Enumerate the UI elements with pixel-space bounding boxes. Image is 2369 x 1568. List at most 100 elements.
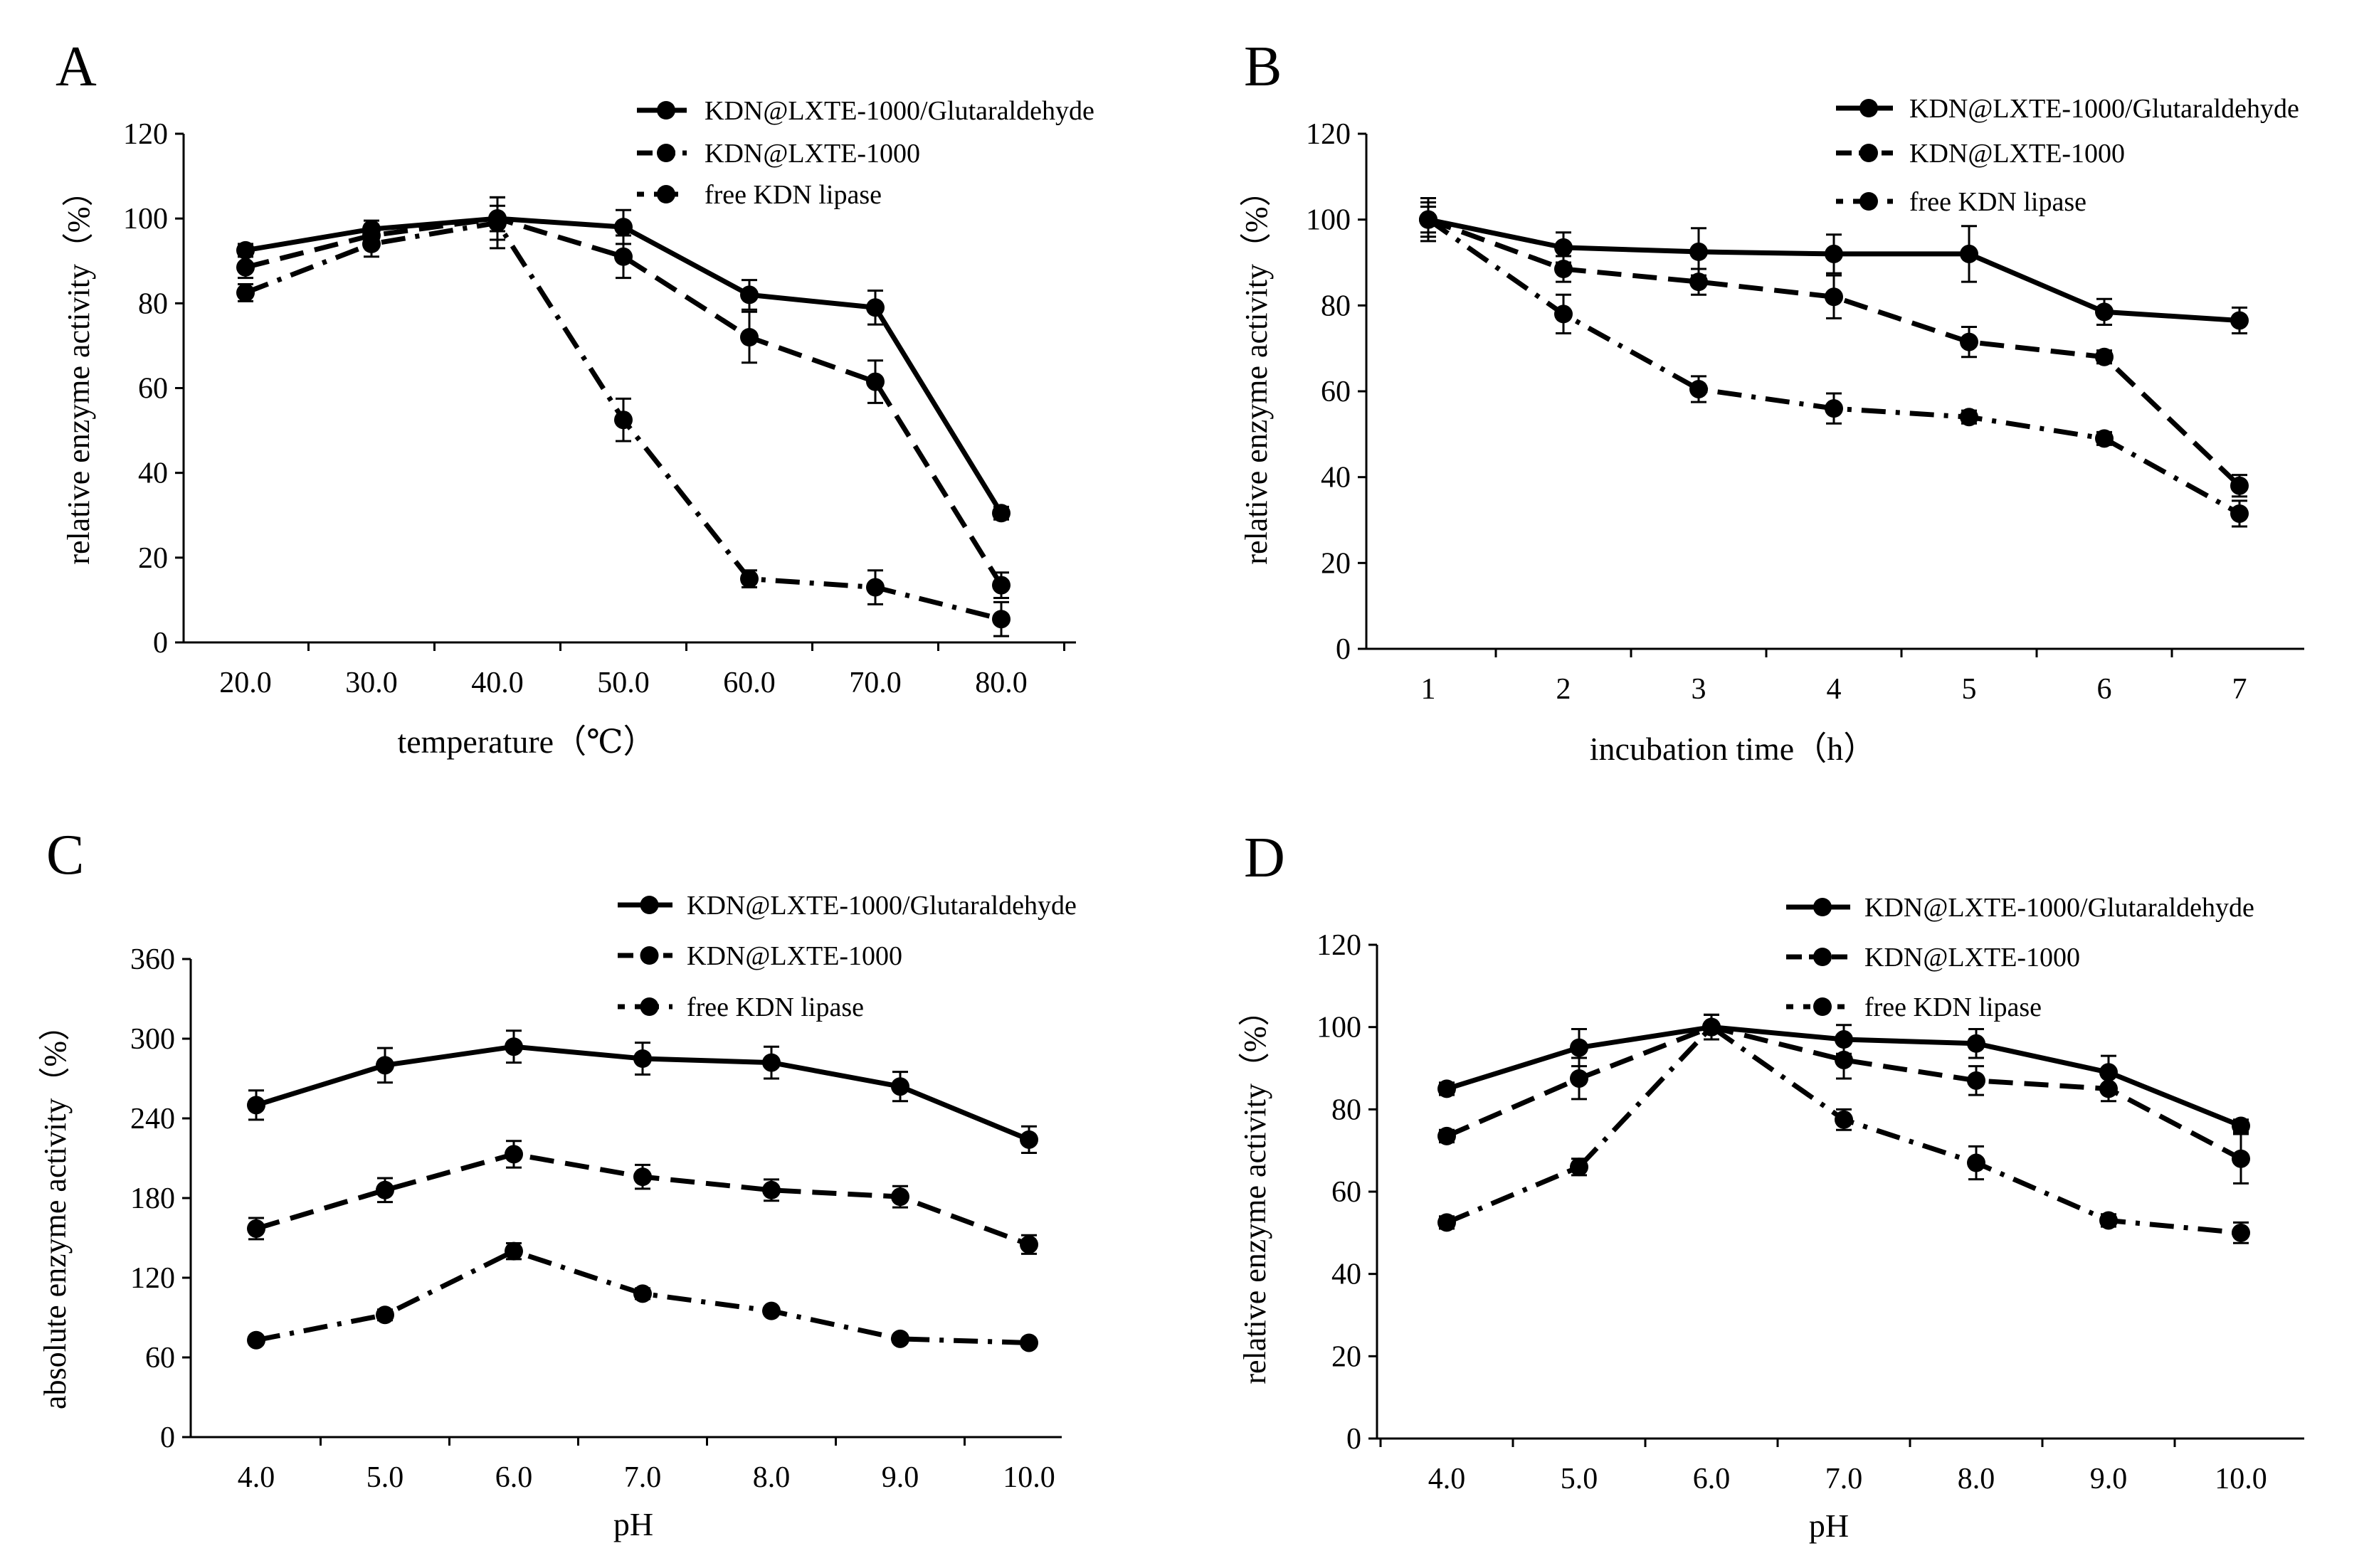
legend-marker-3	[640, 997, 659, 1016]
data-point	[1020, 1235, 1038, 1254]
panel-d-plot: 0 20 40 60 80 100 120 4.0 5.0 6.0 7.0 8.0 9.0 10.0	[1317, 929, 2304, 1495]
legend-marker-1	[657, 101, 675, 120]
data-point	[1570, 1158, 1588, 1177]
x-tick-label: 80.0	[975, 667, 1028, 699]
y-tick-label: 120	[123, 118, 168, 151]
data-point	[891, 1329, 909, 1348]
data-point	[1689, 242, 1708, 261]
y-tick-label: 60	[1331, 1176, 1361, 1209]
data-point	[614, 410, 633, 430]
legend-label-3: free KDN lipase	[687, 992, 864, 1022]
data-point	[1689, 272, 1708, 292]
x-tick-label: 7.0	[1825, 1463, 1863, 1495]
data-point	[740, 569, 759, 588]
data-point	[1689, 379, 1708, 398]
legend-label-1: KDN@LXTE-1000/Glutaraldehyde	[705, 96, 1094, 126]
y-tick-label: 100	[123, 203, 168, 235]
x-tick-label: 5	[1962, 673, 1977, 706]
data-point	[1835, 1030, 1853, 1049]
data-point	[2095, 347, 2114, 366]
data-point	[866, 372, 885, 391]
data-point	[1825, 244, 1843, 263]
data-point	[2095, 429, 2114, 448]
data-point	[1960, 332, 1978, 351]
data-point	[1835, 1050, 1853, 1069]
data-point	[1825, 287, 1843, 307]
data-point	[762, 1053, 781, 1072]
data-point	[614, 218, 633, 237]
panel-b: B relative enzyme activity（%） incubation…	[1239, 36, 2304, 767]
y-tick-label: 120	[130, 1262, 175, 1295]
y-tick-label: 60	[145, 1342, 175, 1374]
legend-label-3: free KDN lipase	[1909, 187, 2086, 217]
data-point	[505, 1037, 523, 1056]
data-point	[362, 234, 381, 253]
data-point	[376, 1056, 394, 1075]
y-tick-label: 180	[130, 1182, 175, 1215]
data-point	[762, 1180, 781, 1199]
data-point	[1554, 260, 1573, 279]
panel-a-legend: KDN@LXTE-1000/Glutaraldehyde KDN@LXTE-100…	[637, 96, 1094, 210]
panel-c-plot: 0 60 120 180 240 300 360 4.0 5.0 6.0 7.0 8.0 9.0 10.0	[130, 943, 1062, 1494]
legend-label-1: KDN@LXTE-1000/Glutaraldehyde	[1909, 94, 2299, 124]
x-tick-label: 40.0	[471, 667, 524, 699]
panel-b-legend: KDN@LXTE-1000/Glutaraldehyde KDN@LXTE-100…	[1836, 94, 2299, 217]
x-tick-label: 7	[2232, 673, 2247, 706]
x-tick-label: 9.0	[882, 1461, 919, 1494]
data-point	[1437, 1213, 1456, 1232]
data-point	[1702, 1017, 1721, 1037]
data-point	[1835, 1110, 1853, 1129]
data-point	[2230, 476, 2249, 495]
panel-c: C absolute enzyme activity（%） pH 0 60 120 1…	[38, 824, 1077, 1542]
panel-d: D relative enzyme activity（%） pH 0 20 40 60…	[1238, 827, 2304, 1544]
legend-label-2: KDN@LXTE-1000	[1864, 943, 2080, 973]
legend-label-2: KDN@LXTE-1000	[687, 941, 902, 971]
data-point	[1554, 238, 1573, 257]
legend-marker-2	[1813, 948, 1832, 966]
panel-d-letter: D	[1244, 827, 1285, 889]
data-point	[992, 504, 1011, 523]
panel-c-xlabel: pH	[613, 1506, 653, 1542]
legend-marker-3	[1859, 192, 1878, 211]
panel-b-xlabel: incubation time（h）	[1590, 731, 1876, 767]
panel-a-xlabel: temperature（℃）	[397, 724, 655, 760]
legend-marker-2	[1859, 144, 1878, 162]
data-point	[633, 1167, 652, 1187]
data-point	[1825, 399, 1843, 418]
panel-c-letter: C	[46, 824, 84, 886]
data-point	[247, 1096, 265, 1115]
data-point	[505, 1241, 523, 1261]
y-tick-label: 0	[160, 1421, 175, 1454]
panel-a-letter: A	[56, 36, 97, 98]
legend-marker-1	[1813, 898, 1832, 916]
panel-b-ylabel: relative enzyme activity（%）	[1239, 175, 1274, 564]
y-tick-label: 300	[130, 1023, 175, 1056]
y-tick-label: 20	[1321, 547, 1351, 580]
panel-a-plot: 0 20 40 60 80 100 120 20.0 30.0 40.0 50.0 60.0 70.0 8…	[123, 118, 1076, 699]
x-tick-label: 8.0	[1958, 1463, 1995, 1495]
data-point	[866, 578, 885, 597]
y-tick-label: 80	[1331, 1093, 1361, 1126]
data-point	[376, 1180, 394, 1199]
y-tick-label: 0	[153, 627, 168, 659]
legend-label-3: free KDN lipase	[705, 180, 882, 210]
y-tick-label: 40	[138, 457, 168, 490]
y-tick-label: 120	[1317, 929, 1361, 962]
data-point	[891, 1187, 909, 1207]
x-tick-label: 20.0	[219, 667, 272, 699]
data-point	[1419, 210, 1437, 229]
data-point	[1960, 408, 1978, 427]
x-tick-label: 8.0	[753, 1461, 791, 1494]
y-tick-label: 100	[1306, 204, 1351, 237]
legend-marker-3	[1813, 997, 1832, 1016]
y-tick-label: 60	[1321, 376, 1351, 408]
panel-c-ylabel: absolute enzyme activity（%）	[38, 1010, 73, 1409]
x-tick-label: 6	[2097, 673, 2112, 706]
data-point	[1967, 1153, 1985, 1172]
data-point	[2230, 504, 2249, 523]
panel-a-ylabel: relative enzyme activity（%）	[61, 175, 96, 564]
data-point	[866, 298, 885, 317]
panel-d-xlabel: pH	[1809, 1508, 1849, 1544]
data-point	[740, 285, 759, 304]
y-tick-label: 120	[1306, 118, 1351, 151]
